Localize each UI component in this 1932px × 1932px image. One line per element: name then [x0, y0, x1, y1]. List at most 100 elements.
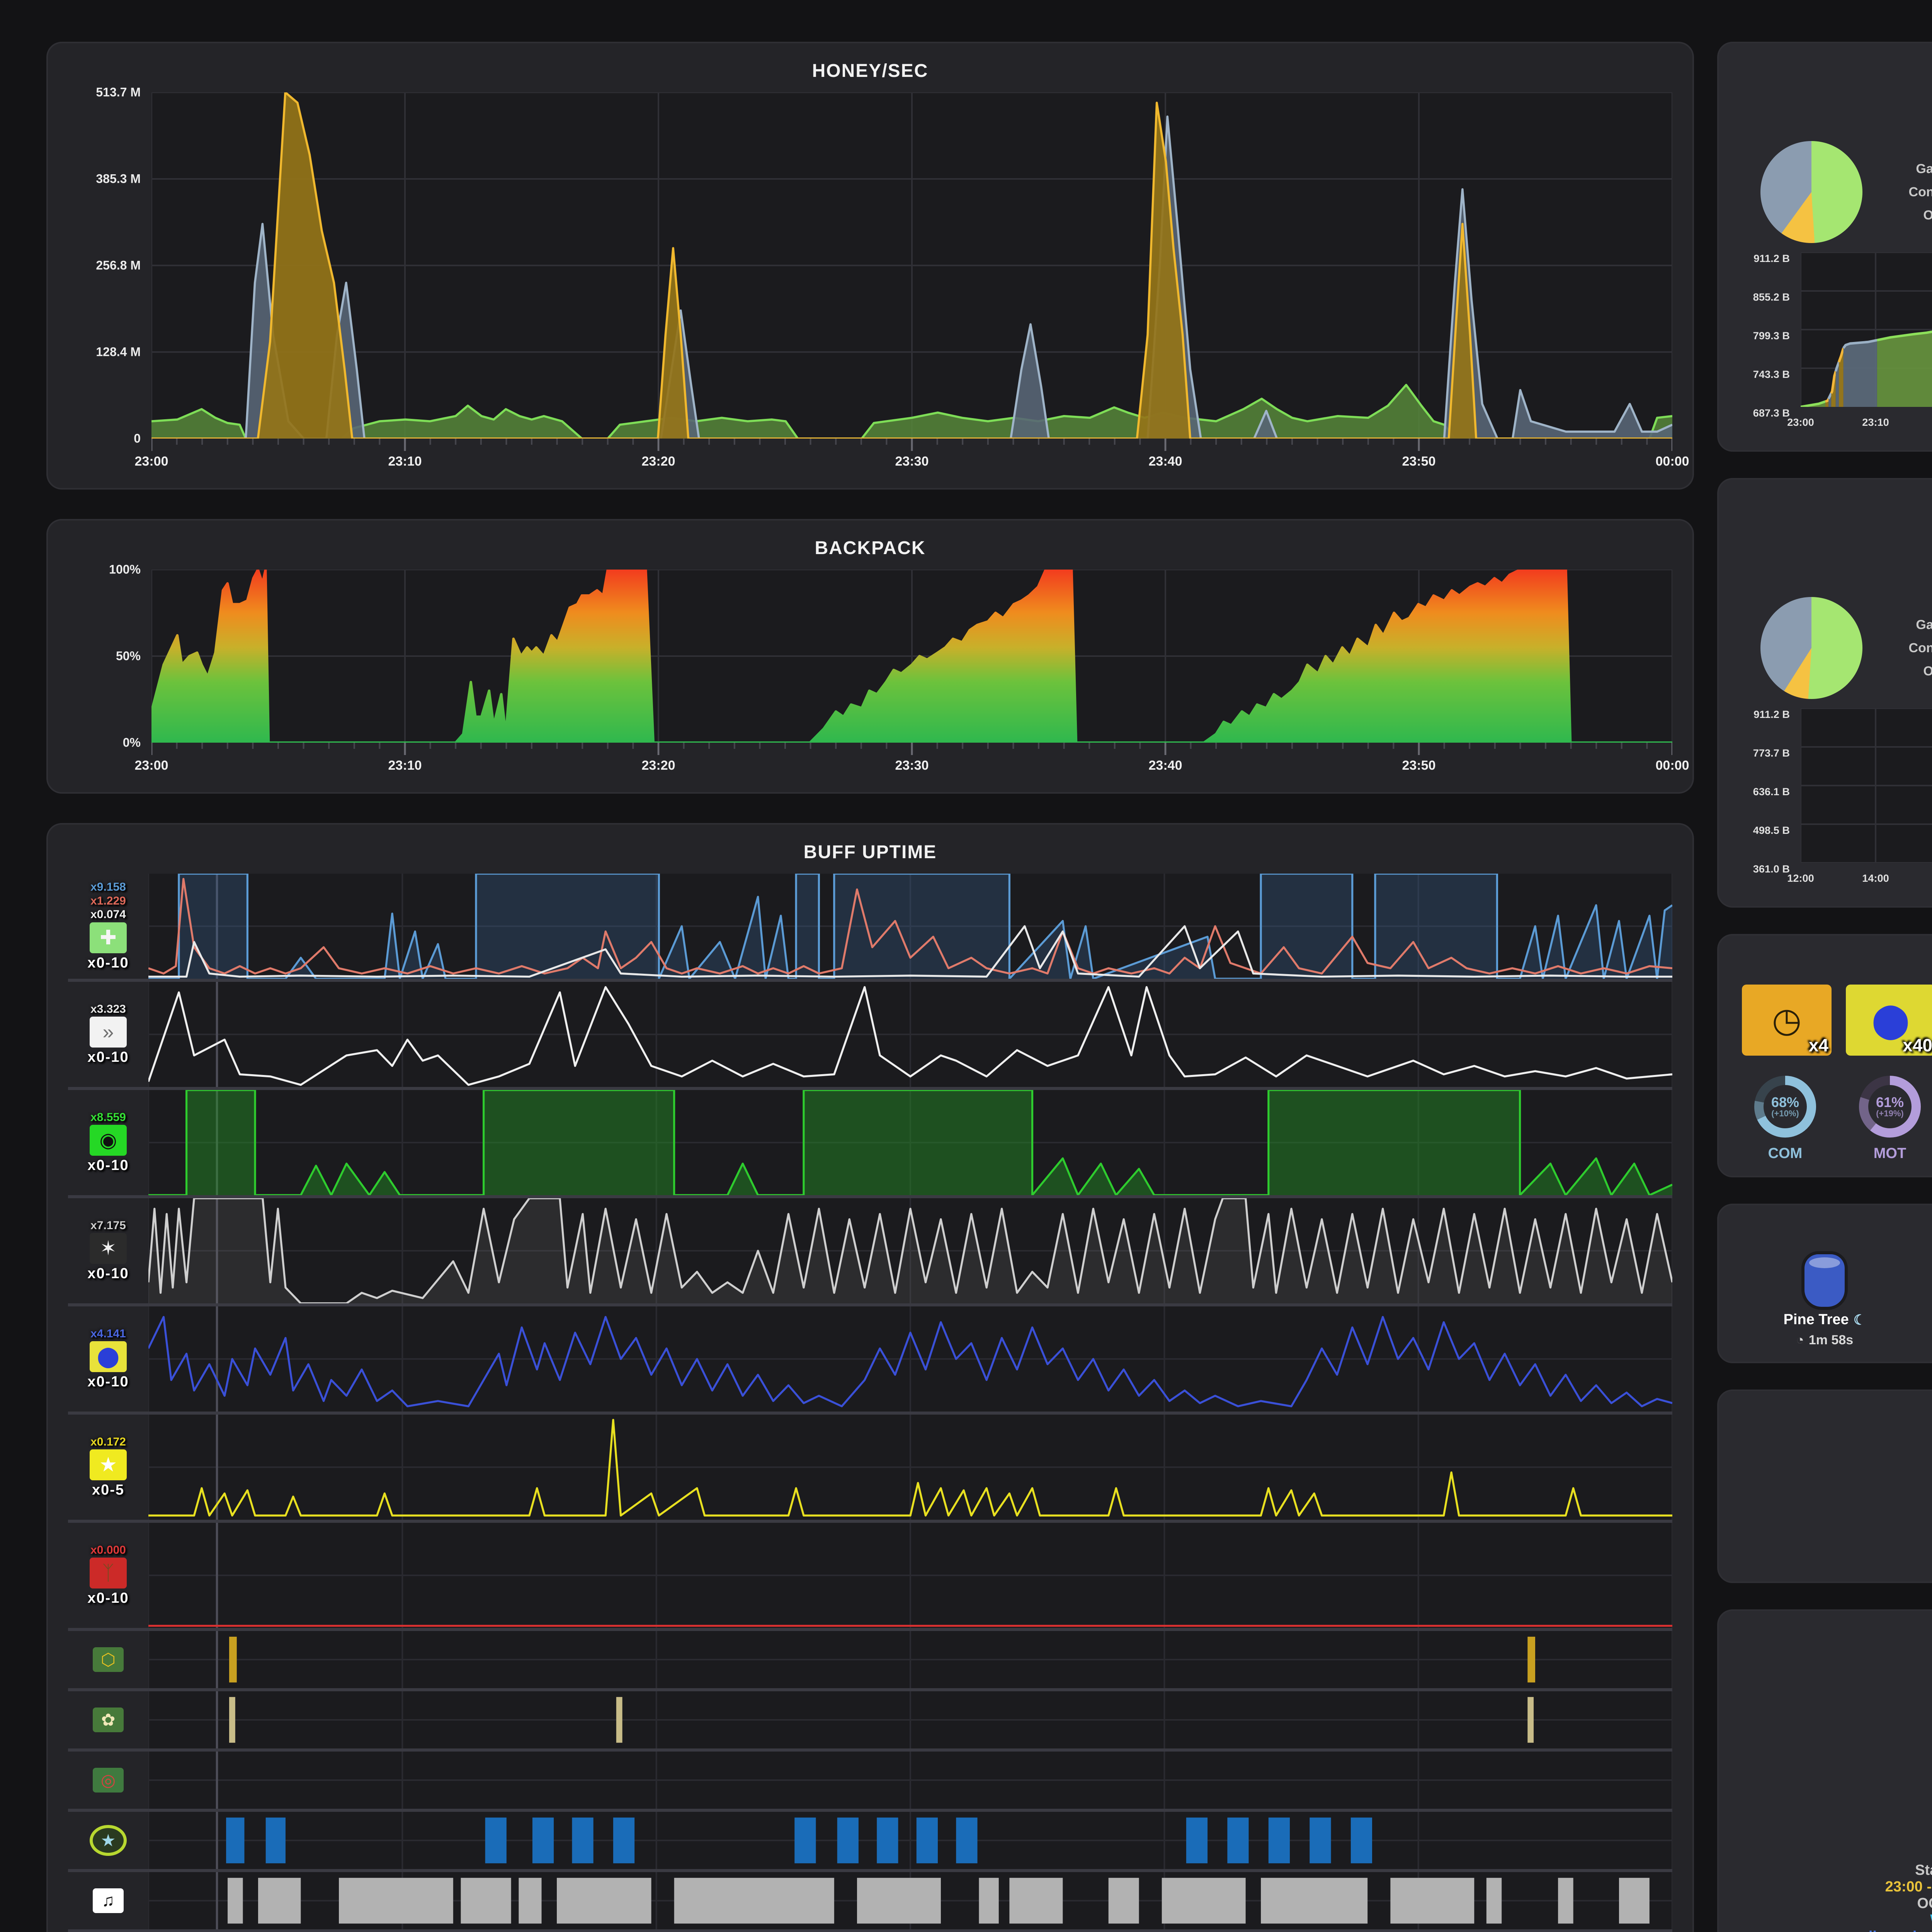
haste-uptime-chart: [148, 982, 1672, 1087]
blue-balloon-buff-tile: ⬤ x40: [1846, 985, 1932, 1056]
y-tick-label: 911.2 B: [1753, 708, 1790, 720]
buff-row-music: ♫: [68, 1872, 1672, 1932]
x-tick-label: 23:00: [1787, 416, 1814, 428]
y-tick-label: 128.4 M: [96, 345, 141, 359]
planter-timer: 1m 58s: [1808, 1333, 1854, 1347]
last-hour-panel: LAST HOUR Honey Earned223.9 B ▲ Hourly Av…: [1717, 42, 1932, 452]
last-hour-pie: Gather00:29:2449% Convert00:06:3911% Other…: [1739, 141, 1932, 243]
legend-row: Gather01:57:4851%: [1878, 617, 1932, 633]
y-tick-label: 0%: [122, 735, 141, 750]
focus-icon: ◉: [90, 1125, 127, 1156]
stats-label: Total Vic Kills: [1739, 1461, 1932, 1478]
x-tick-label: 23:10: [388, 758, 422, 773]
buff-uptime-rows: x9.158 x1.229 x0.074 ✚ x0-10 x3.323» x0-10 x8.5…: [68, 874, 1672, 1932]
y-tick-label: 911.2 B: [1753, 252, 1790, 264]
stats-label: Total Planters: [1739, 1504, 1932, 1520]
x-tick-label: 14:00: [1862, 872, 1889, 884]
x-tick-label: 23:10: [388, 454, 422, 469]
y-tick-label: 799.3 B: [1753, 330, 1790, 342]
stopwatch-icon: ◔: [1796, 1333, 1804, 1347]
festive-uptime-chart: [148, 1523, 1672, 1628]
blue-boost-uptime-chart: [148, 1306, 1672, 1412]
y-tick-label: 636.1 B: [1753, 786, 1790, 798]
x-tick-label: 00:00: [1655, 758, 1689, 773]
buff-multiplier: x9.158: [90, 881, 126, 894]
legend-label: Gather: [1916, 617, 1932, 632]
footer-text: Windows 11 Home: [1930, 1912, 1932, 1928]
haste-clock-buff-tile: ◷ x4: [1742, 985, 1832, 1056]
footer-line: Windows 11 Home: [1739, 1912, 1932, 1929]
buff-multiplier: x8.559: [90, 1111, 126, 1124]
x-tick-label: 00:00: [1655, 454, 1689, 469]
com-donut: [1754, 1076, 1816, 1138]
planters-panel: PLANTERS Pine Tree☾◔1m 58sMushroom⬤◔1m 5…: [1717, 1204, 1932, 1363]
stat-row: Current Honey911.2 B: [1739, 529, 1932, 545]
star-badge-uptime-chart: [148, 1812, 1672, 1869]
buff-row-field-boost: x9.158 x1.229 x0.074 ✚ x0-10: [68, 874, 1672, 982]
footer-line: discord.gg/natromacro ∞ Natro v1.0.1: [1739, 1929, 1932, 1932]
x-tick-label: 12:00: [1787, 872, 1814, 884]
ring-com: 68% (+10%) COM: [1739, 1071, 1832, 1162]
x-tick-label: 23:30: [895, 758, 929, 773]
honey-x-ticks: [151, 439, 1672, 451]
stats-row: Total Bug Kills115▲ 41: [1739, 1483, 1932, 1499]
buff-row-blue-boost: x4.141 ⬤ x0-10: [68, 1306, 1672, 1415]
y-tick-label: 50%: [116, 649, 141, 663]
honey-token-uptime-chart: [148, 1631, 1672, 1688]
haste-clock-buff-icon: ◷: [1772, 1001, 1802, 1039]
y-tick-label: 256.8 M: [96, 258, 141, 272]
footer-line: 23:00 - 00:00 • January 27, 2026: [1739, 1879, 1932, 1895]
ring-percent: 68%: [1771, 1094, 1799, 1110]
honey-y-axis: 513.7 M 385.3 M 256.8 M 128.4 M 0: [68, 85, 151, 446]
panel-title: BUFF UPTIME: [803, 842, 937, 862]
buff-row-focus: x8.559 ◉ x0-10: [68, 1090, 1672, 1198]
ring-mot: 61% (+19%) MOT: [1844, 1071, 1932, 1162]
session-pie: Gather01:57:4851% Convert00:16:238% Other0…: [1739, 597, 1932, 699]
buff-range: x0-10: [87, 1374, 129, 1390]
stat-row: Honey Earned223.9 B ▲: [1739, 92, 1932, 109]
activity-pie-chart: [1760, 597, 1862, 699]
field-boost-icon: ✚: [90, 922, 127, 953]
panel-title: BUFFS: [1739, 952, 1932, 974]
panel-title: PLANTERS: [1739, 1222, 1932, 1243]
haste-icon: »: [90, 1017, 127, 1048]
wreath-uptime-chart: [148, 1752, 1672, 1809]
ring-bonus: (+19%): [1876, 1109, 1904, 1118]
buff-multiplier: x0.000: [90, 1543, 126, 1556]
buffs-panel: BUFFS ◷x4⬤x40◉x5.87≋x0◕x0 68%(+10%)COM61…: [1717, 934, 1932, 1177]
buff-multiplier: x1.229: [90, 894, 126, 907]
footer-text: OCR:: [1917, 1895, 1932, 1912]
legend-label: Gather: [1916, 161, 1932, 176]
planter-pine-tree: Pine Tree ☾ ◔ 1m 58s: [1784, 1254, 1866, 1348]
blue-boost-icon: ⬤: [90, 1341, 127, 1372]
stat-label: Session Time: [1739, 568, 1932, 585]
backpack-x-axis: 23:00 23:10 23:20 23:30 23:40 23:50 00:00: [135, 755, 1689, 778]
blue-balloon-buff-icon: ⬤: [1871, 1001, 1910, 1039]
buff-range: x0-10: [87, 1265, 129, 1282]
legend-label: Other: [1878, 208, 1932, 223]
backpack-x-ticks: [151, 743, 1672, 755]
planter-name: Pine Tree: [1783, 1311, 1849, 1328]
stat-row: Hourly Average144.1 B (+25%): [1739, 112, 1932, 129]
y-tick-label: 773.7 B: [1753, 747, 1790, 759]
x-tick-label: 23:20: [641, 758, 675, 773]
panel-title: STATS: [1739, 1408, 1932, 1429]
buff-range: x0-10: [87, 1590, 129, 1607]
panel-title: LAST HOUR: [1739, 60, 1932, 82]
legend-row: Convert00:16:238%: [1878, 640, 1932, 656]
stats-row: Total Planters3: [1739, 1504, 1932, 1520]
buff-range: x0-10: [87, 954, 129, 971]
y-tick-label: 743.3 B: [1753, 368, 1790, 380]
buff-uptime-panel: BUFF UPTIME x9.158 x1.229 x0.074 ✚ x0-10 x3.3…: [46, 823, 1694, 1932]
discord-link[interactable]: discord.gg/natromacro: [1864, 1929, 1932, 1932]
panel-title: SESSION: [1739, 497, 1932, 518]
buff-multiplier: x7.175: [90, 1219, 126, 1232]
x-tick-label: 23:00: [134, 454, 168, 469]
buff-row-festive: x0.000 ᛉ x0-10: [68, 1523, 1672, 1631]
buff-multiplier: x0.074: [90, 908, 126, 921]
buff-row-wreath: ◎: [68, 1752, 1672, 1812]
flower-token-uptime-chart: [148, 1691, 1672, 1748]
buff-row-star-badge: ★: [68, 1812, 1672, 1872]
panel-title: HONEY/SEC: [812, 61, 929, 81]
y-tick-label: 361.0 B: [1753, 863, 1790, 875]
